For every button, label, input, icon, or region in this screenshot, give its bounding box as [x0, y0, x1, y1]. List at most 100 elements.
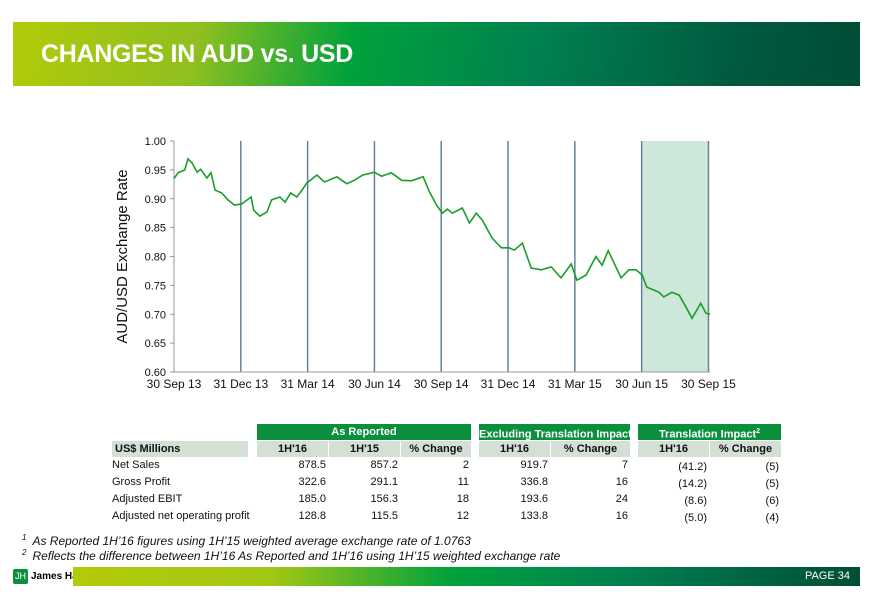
- y-tick-label: 0.70: [145, 309, 166, 321]
- column-header-text: % Change: [718, 443, 773, 455]
- table-cell-text: 878.5: [298, 459, 326, 471]
- table-cell: 185.0: [257, 491, 329, 507]
- column-header: 1H'16: [479, 441, 550, 457]
- table-cell-text: (5.0): [684, 512, 707, 524]
- table-cell: 18: [401, 491, 472, 507]
- x-tick-label: 30 Sep 13: [147, 377, 202, 391]
- group-header-text: As Reported: [331, 426, 397, 438]
- group-header: As Reported: [257, 424, 471, 440]
- table-cell: 878.5: [257, 457, 329, 473]
- column-header: 1H'16: [257, 441, 328, 457]
- table-cell-text: 16: [615, 510, 628, 522]
- table-cell-text: 919.7: [520, 459, 548, 471]
- table-cell: 919.7: [479, 457, 551, 473]
- table-cell: 11: [401, 474, 472, 490]
- column-header-text: 1H'16: [659, 443, 688, 455]
- footnote-2: 2 Reflects the difference between 1H’16 A…: [22, 548, 560, 563]
- table-cell-text: (14.2): [678, 478, 707, 490]
- table-cell-text: 185.0: [298, 493, 326, 505]
- column-header: % Change: [401, 441, 471, 457]
- row-label-text: Adjusted net operating profit: [112, 510, 250, 522]
- table-cell-text: 115.5: [371, 510, 398, 522]
- page-title: CHANGES IN AUD vs. USD: [41, 40, 353, 68]
- x-tick-label: 30 Jun 15: [615, 377, 668, 391]
- title-banner: CHANGES IN AUD vs. USD: [13, 22, 860, 86]
- row-label-text: Gross Profit: [112, 476, 171, 488]
- table-cell: 2: [401, 457, 472, 473]
- table-cell-text: (5): [765, 478, 779, 490]
- table-cell-text: 291.1: [370, 476, 398, 488]
- x-tick-label: 30 Sep 15: [681, 377, 736, 391]
- table-cell: (41.2): [638, 459, 710, 475]
- table-cell: 12: [401, 508, 472, 524]
- footnote-text: As Reported 1H’16 figures using 1H’15 we…: [32, 534, 471, 548]
- table-cell-text: (6): [765, 495, 779, 507]
- y-axis-label: AUD/USD Exchange Rate: [114, 169, 131, 343]
- row-label: Adjusted net operating profit: [112, 508, 272, 524]
- y-tick-label: 1.00: [145, 136, 166, 148]
- row-label-text: Net Sales: [112, 459, 160, 471]
- footer-bar: PAGE 34: [73, 567, 860, 586]
- table-cell: 133.8: [479, 508, 551, 524]
- table-cell-text: (4): [765, 512, 779, 524]
- logo-text: James Hardie: [31, 571, 97, 582]
- table-cell-text: 322.6: [298, 476, 326, 488]
- table-cell: (5.0): [638, 510, 710, 526]
- table-cell-text: 12: [456, 510, 469, 522]
- x-tick-label: 31 Mar 15: [548, 377, 602, 391]
- row-label: Adjusted EBIT: [112, 491, 272, 507]
- page-number: PAGE 34: [804, 570, 850, 582]
- table-cell-text: 336.8: [520, 476, 548, 488]
- row-header: US$ Millions: [112, 441, 248, 457]
- column-header: 1H'15: [329, 441, 400, 457]
- table-cell: 291.1: [329, 474, 401, 490]
- y-tick-label: 0.75: [145, 280, 166, 292]
- x-tick-label: 31 Dec 13: [213, 377, 268, 391]
- row-label: Net Sales: [112, 457, 272, 473]
- column-header: % Change: [551, 441, 630, 457]
- table-cell-text: 16: [615, 476, 628, 488]
- table-cell-text: 128.8: [298, 510, 326, 522]
- table-cell-text: 24: [615, 493, 628, 505]
- table-cell-text: 18: [456, 493, 469, 505]
- column-header-text: 1H'15: [350, 443, 379, 455]
- table-cell: (5): [710, 459, 782, 475]
- table-cell-text: (41.2): [678, 461, 707, 473]
- table-cell-text: 857.2: [370, 459, 398, 471]
- table-cell: 336.8: [479, 474, 551, 490]
- row-header-text: US$ Millions: [115, 443, 181, 455]
- table-cell-text: 156.3: [370, 493, 398, 505]
- column-header-text: % Change: [563, 443, 618, 455]
- superscript: 2: [756, 428, 761, 435]
- y-tick-label: 0.85: [145, 223, 166, 235]
- column-header-text: % Change: [409, 443, 463, 455]
- table-cell: (5): [710, 476, 782, 492]
- table-cell: 322.6: [257, 474, 329, 490]
- y-tick-label: 0.80: [145, 252, 166, 264]
- table-cell: 128.8: [257, 508, 329, 524]
- y-tick-label: 0.60: [145, 367, 166, 379]
- table-cell: 193.6: [479, 491, 551, 507]
- y-tick-label: 0.90: [145, 194, 166, 206]
- table-cell: 24: [551, 491, 631, 507]
- x-tick-label: 31 Mar 14: [281, 377, 335, 391]
- table-cell: 16: [551, 508, 631, 524]
- table-cell: 16: [551, 474, 631, 490]
- table-cell-text: 7: [621, 459, 628, 471]
- table-cell-text: 193.6: [520, 493, 548, 505]
- column-header-text: 1H'16: [500, 443, 529, 455]
- table-cell-text: 133.8: [520, 510, 548, 522]
- table-cell: (6): [710, 493, 782, 509]
- footnote-1: 1 As Reported 1H’16 figures using 1H’15 w…: [22, 533, 471, 548]
- x-tick-label: 31 Dec 14: [481, 377, 536, 391]
- superscript: 1: [631, 428, 636, 435]
- y-tick-label: 0.65: [145, 338, 166, 350]
- footnote-text: Reflects the difference between 1H’16 As…: [32, 549, 561, 563]
- table-cell: 7: [551, 457, 631, 473]
- shaded-period: [641, 141, 709, 372]
- y-tick-label: 0.95: [145, 165, 166, 177]
- footnote-number: 2: [22, 548, 27, 557]
- table-cell: (14.2): [638, 476, 710, 492]
- column-header: % Change: [710, 441, 781, 457]
- james-hardie-logo: JH James Hardie: [13, 569, 96, 584]
